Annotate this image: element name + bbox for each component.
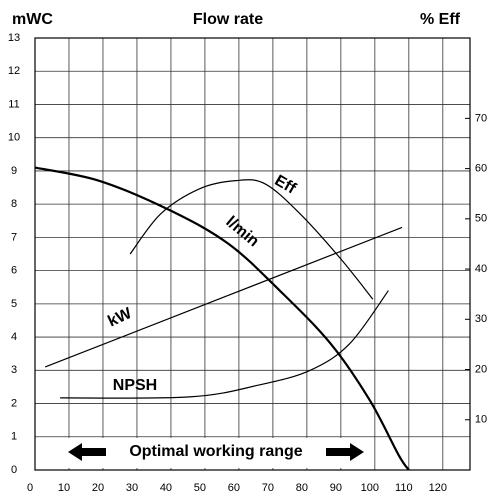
y-tick-label: 0: [11, 464, 17, 476]
curve-label: kW: [105, 305, 135, 331]
y-axis-title: mWC: [12, 11, 53, 28]
y2-tick-label: 70: [475, 112, 487, 124]
y2-tick-label: 40: [475, 263, 487, 275]
y2-tick-label: 60: [475, 163, 487, 175]
curve: [44, 226, 403, 368]
curve-label: Eff: [272, 172, 300, 198]
y-tick-label: 6: [11, 265, 17, 277]
y-tick-label: 1: [11, 431, 17, 443]
plot-frame: [34, 37, 471, 471]
arrow-right: [326, 443, 364, 461]
x-tick-label: 10: [58, 482, 70, 494]
y2-axis-title: % Eff: [420, 11, 461, 28]
annotation: Optimal working range: [129, 443, 302, 460]
x-tick-label: 110: [395, 482, 413, 494]
x-tick-label: 80: [296, 482, 308, 494]
x-tick-label: 60: [228, 482, 240, 494]
y-tick-label: 4: [11, 331, 17, 343]
y-tick-label: 8: [11, 198, 17, 210]
y-tick-label: 11: [8, 98, 19, 110]
x-tick-label: 0: [27, 482, 33, 494]
x-tick-label: 90: [330, 482, 342, 494]
arrow-left: [68, 443, 106, 461]
y-tick-label: 10: [8, 132, 20, 144]
curve: [34, 166, 410, 471]
y-tick-label: 9: [11, 165, 17, 177]
x-tick-label: 40: [160, 482, 172, 494]
chart-title: Flow rate: [193, 11, 263, 28]
y-tick-label: 13: [8, 32, 20, 44]
x-tick-label: 70: [262, 482, 274, 494]
curve-label: NPSH: [113, 377, 157, 394]
curve: [129, 179, 374, 300]
y2-tick-label: 50: [475, 213, 487, 225]
curve: [60, 290, 389, 399]
y2-tick-label: 10: [475, 414, 487, 426]
annotation-bg: [65, 438, 365, 468]
x-tick-label: 50: [194, 482, 206, 494]
y-tick-label: 2: [11, 397, 17, 409]
y-tick-label: 12: [8, 65, 20, 77]
y2-tick-label: 20: [475, 363, 487, 375]
x-tick-label: 100: [361, 482, 379, 494]
x-tick-label: 120: [429, 482, 447, 494]
x-tick-label: 30: [126, 482, 138, 494]
x-tick-label: 20: [92, 482, 104, 494]
y-tick-label: 5: [11, 298, 17, 310]
y-tick-label: 7: [11, 231, 17, 243]
y2-tick-label: 30: [475, 313, 487, 325]
y-tick-label: 3: [11, 364, 17, 376]
